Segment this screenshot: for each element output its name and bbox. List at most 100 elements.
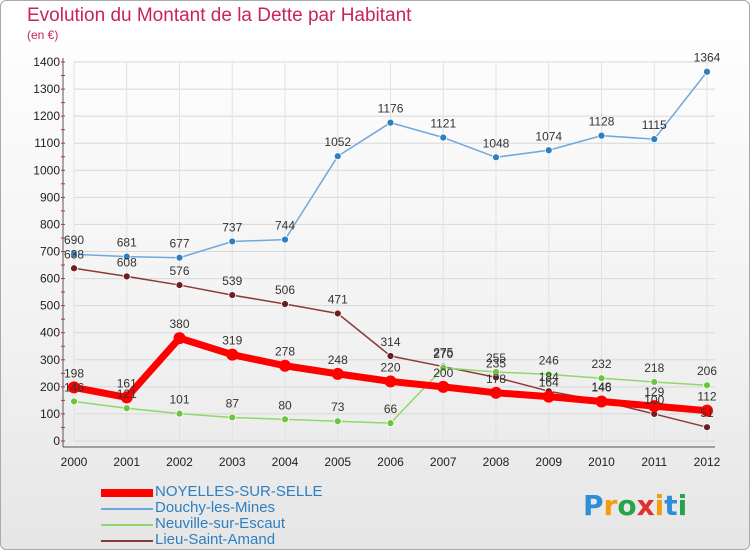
data-point-noyelles-sur-selle xyxy=(68,381,80,394)
data-label-neuville-sur-escaut: 232 xyxy=(591,357,611,371)
data-point-neuville-sur-escaut xyxy=(70,397,78,406)
data-point-douchy-les-mines xyxy=(439,133,448,142)
data-label-douchy-les-mines: 1176 xyxy=(378,102,404,116)
data-point-neuville-sur-escaut xyxy=(439,364,448,372)
logo-letter: P xyxy=(583,489,604,522)
x-tick-label: 2010 xyxy=(588,455,615,469)
data-label-douchy-les-mines: 1048 xyxy=(483,136,510,150)
data-label-lieu-saint-amand: 539 xyxy=(222,274,242,288)
data-label-douchy-les-mines: 1115 xyxy=(642,118,667,132)
data-point-douchy-les-mines xyxy=(597,131,606,140)
x-tick-label: 2004 xyxy=(272,455,299,469)
data-point-douchy-les-mines xyxy=(175,253,184,262)
y-tick-label: 500 xyxy=(40,299,60,313)
y-tick-label: 600 xyxy=(40,272,60,286)
x-tick-label: 2008 xyxy=(483,455,510,469)
data-point-noyelles-sur-selle xyxy=(648,400,661,413)
data-point-neuville-sur-escaut xyxy=(703,381,711,390)
data-label-noyelles-sur-selle: 248 xyxy=(328,353,348,367)
proxiti-logo: Proxiti xyxy=(583,489,687,522)
data-point-neuville-sur-escaut xyxy=(492,368,500,376)
data-point-noyelles-sur-selle xyxy=(542,390,555,403)
data-point-neuville-sur-escaut xyxy=(597,374,606,383)
data-label-neuville-sur-escaut: 80 xyxy=(278,398,292,412)
logo-letter: t xyxy=(664,489,678,522)
y-tick-label: 100 xyxy=(40,407,60,421)
logo-letter: i xyxy=(654,489,665,522)
data-label-lieu-saint-amand: 100 xyxy=(644,393,664,407)
legend-swatch xyxy=(101,508,153,510)
data-label-noyelles-sur-selle: 146 xyxy=(591,380,611,394)
y-tick-label: 1300 xyxy=(33,82,60,96)
x-tick-label: 2005 xyxy=(324,455,351,469)
data-point-noyelles-sur-selle xyxy=(384,375,397,388)
data-label-noyelles-sur-selle: 164 xyxy=(539,376,559,390)
y-tick-label: 1400 xyxy=(33,55,60,69)
data-label-noyelles-sur-selle: 200 xyxy=(433,366,453,380)
data-label-lieu-saint-amand: 51 xyxy=(700,406,714,420)
data-label-noyelles-sur-selle: 198 xyxy=(64,366,84,380)
data-point-noyelles-sur-selle xyxy=(331,367,344,380)
data-point-noyelles-sur-selle xyxy=(490,386,502,399)
y-tick-label: 0 xyxy=(53,434,60,448)
data-point-lieu-saint-amand xyxy=(70,264,78,273)
data-label-neuville-sur-escaut: 146 xyxy=(64,380,84,394)
data-point-douchy-les-mines xyxy=(333,152,342,161)
data-label-neuville-sur-escaut: 246 xyxy=(539,353,559,367)
data-label-neuville-sur-escaut: 87 xyxy=(226,396,240,410)
data-label-neuville-sur-escaut: 206 xyxy=(697,364,717,378)
y-tick-label: 900 xyxy=(40,190,60,204)
data-label-noyelles-sur-selle: 161 xyxy=(117,376,137,390)
x-tick-label: 2006 xyxy=(377,455,404,469)
y-tick-label: 1200 xyxy=(33,109,60,123)
data-label-neuville-sur-escaut: 73 xyxy=(331,400,345,414)
chart-title: Evolution du Montant de la Dette par Hab… xyxy=(27,5,412,26)
data-point-neuville-sur-escaut xyxy=(228,413,237,422)
x-tick-label: 2012 xyxy=(694,455,721,469)
data-label-noyelles-sur-selle: 178 xyxy=(486,372,506,386)
data-point-neuville-sur-escaut xyxy=(386,419,395,428)
data-point-douchy-les-mines xyxy=(544,146,553,155)
data-point-lieu-saint-amand xyxy=(333,309,342,318)
data-point-noyelles-sur-selle xyxy=(120,391,133,404)
data-point-noyelles-sur-selle xyxy=(595,395,608,408)
data-point-noyelles-sur-selle xyxy=(226,348,239,361)
data-point-lieu-saint-amand xyxy=(122,272,131,281)
axes: 0 100 200 300 400 500 600 700 800 900 1000 1100 1200… xyxy=(33,55,720,469)
x-tick-label: 2003 xyxy=(219,455,246,469)
data-point-noyelles-sur-selle xyxy=(701,404,713,417)
legend-label: Douchy-les-Mines xyxy=(155,499,276,516)
data-point-lieu-saint-amand xyxy=(703,423,711,432)
legend-label: Neuville-sur-Escaut xyxy=(155,515,286,532)
data-label-douchy-les-mines: 681 xyxy=(117,236,137,250)
data-label-noyelles-sur-selle: 220 xyxy=(380,360,400,374)
data-point-douchy-les-mines xyxy=(281,235,289,244)
y-tick-label: 200 xyxy=(40,380,60,394)
data-label-douchy-les-mines: 1128 xyxy=(589,115,615,129)
data-point-douchy-les-mines xyxy=(122,252,131,261)
data-point-lieu-saint-amand xyxy=(228,291,237,299)
data-point-douchy-les-mines xyxy=(650,135,659,144)
data-label-lieu-saint-amand: 576 xyxy=(169,264,189,278)
data-label-neuville-sur-escaut: 255 xyxy=(486,351,506,365)
line-chart: 0 100 200 300 400 500 600 700 800 900 1000 1100 1200… xyxy=(33,51,721,469)
data-label-noyelles-sur-selle: 112 xyxy=(697,390,716,404)
x-tick-label: 2002 xyxy=(166,455,193,469)
data-point-douchy-les-mines xyxy=(70,250,78,259)
data-label-douchy-les-mines: 1052 xyxy=(324,135,351,149)
data-label-douchy-les-mines: 1121 xyxy=(430,117,456,131)
data-labels: 690 681 677 737 744 1052 1176 1121 1048 1074 1128 1… xyxy=(64,51,721,420)
data-point-neuville-sur-escaut xyxy=(281,415,289,424)
data-label-douchy-les-mines: 1074 xyxy=(535,129,562,143)
y-tick-label: 1100 xyxy=(34,136,60,150)
legend-label: Lieu-Saint-Amand xyxy=(155,531,276,548)
y-tick-label: 700 xyxy=(40,245,60,259)
y-tick-label: 1000 xyxy=(33,163,60,177)
data-point-noyelles-sur-selle xyxy=(279,359,291,372)
data-label-noyelles-sur-selle: 319 xyxy=(222,334,242,348)
y-tick-label: 400 xyxy=(40,326,60,340)
data-point-noyelles-sur-selle xyxy=(173,332,186,345)
chart-subtitle: (en €) xyxy=(27,28,59,42)
logo-letter: x xyxy=(636,489,655,522)
